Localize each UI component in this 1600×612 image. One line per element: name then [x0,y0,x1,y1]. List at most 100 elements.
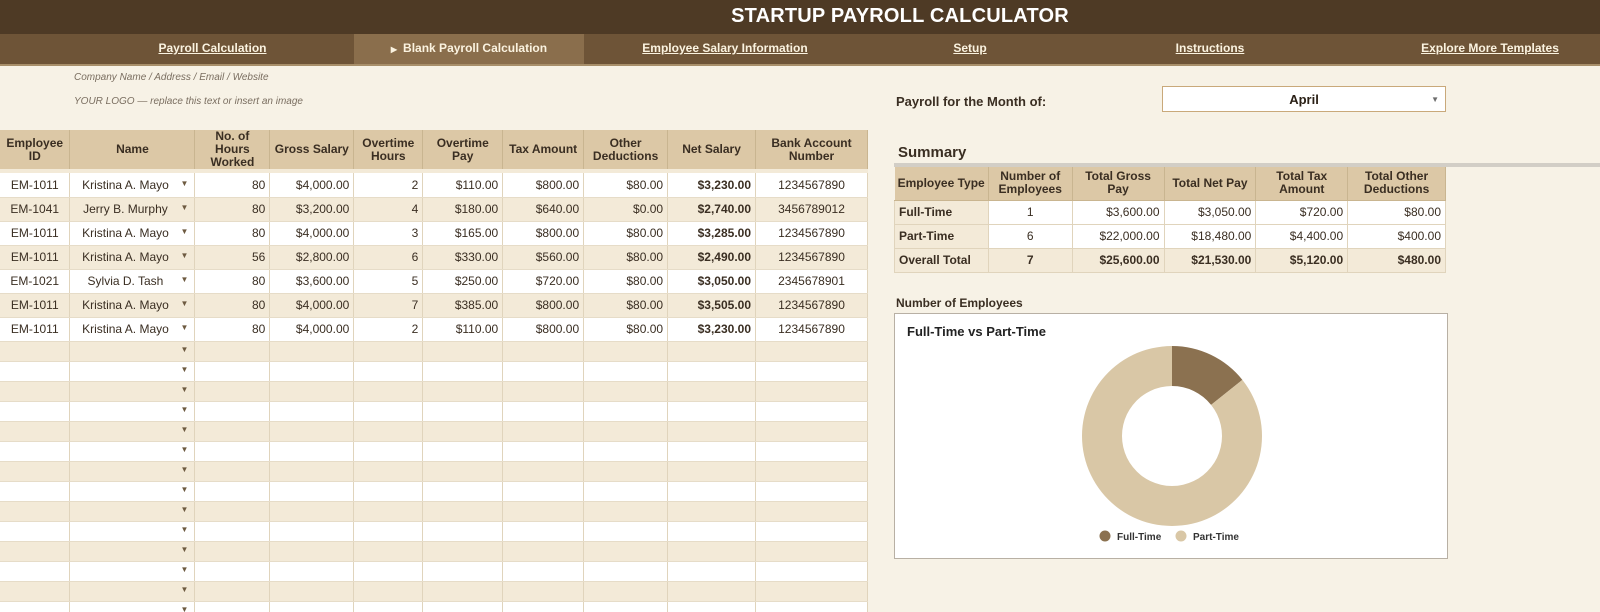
table-cell[interactable] [194,341,271,362]
table-cell[interactable] [353,581,424,602]
table-cell[interactable] [667,401,757,422]
table-cell[interactable]: 3 [353,221,424,246]
company-info[interactable]: Company Name / Address / Email / Website [74,72,269,83]
table-cell[interactable] [502,481,585,502]
donut-chart[interactable]: Full-Time vs Part-Time Full-Time Part-Tim… [894,313,1448,559]
table-cell[interactable] [422,361,504,382]
table-cell[interactable] [502,381,585,402]
table-cell[interactable] [755,361,868,382]
table-cell[interactable]: EM-1011 [0,173,71,198]
dropdown-arrow-icon[interactable]: ▼ [180,385,189,394]
table-cell[interactable] [583,361,669,382]
table-cell[interactable]: 2 [353,173,424,198]
table-cell[interactable] [667,581,757,602]
table-cell[interactable] [667,541,757,562]
summary-cell[interactable]: Part-Time [894,223,989,249]
table-cell[interactable] [583,461,669,482]
dropdown-arrow-icon[interactable]: ▼ [180,445,189,454]
dropdown-arrow-icon[interactable]: ▼ [180,585,189,594]
table-cell[interactable] [583,541,669,562]
table-cell[interactable]: Kristina A. Mayo ▼ [69,293,196,318]
table-cell[interactable] [0,581,71,602]
table-cell[interactable] [755,521,868,542]
summary-total-cell[interactable]: 7 [987,247,1073,273]
table-cell[interactable] [755,461,868,482]
table-cell[interactable]: $3,600.00 [269,269,355,294]
table-cell[interactable]: $3,050.00 [667,269,757,294]
table-cell[interactable]: $80.00 [583,293,669,318]
dropdown-arrow-icon[interactable]: ▼ [180,605,189,612]
table-cell[interactable] [353,561,424,582]
table-cell[interactable] [353,481,424,502]
table-cell[interactable]: $385.00 [422,293,504,318]
table-cell[interactable] [0,481,71,502]
table-cell[interactable]: ▼ [69,421,196,442]
table-cell[interactable] [755,541,868,562]
table-cell[interactable] [269,401,355,422]
table-cell[interactable] [667,461,757,482]
table-cell[interactable] [583,481,669,502]
table-cell[interactable]: 80 [194,197,271,222]
table-cell[interactable]: $800.00 [502,317,585,342]
table-cell[interactable]: $80.00 [583,173,669,198]
table-cell[interactable]: $3,230.00 [667,317,757,342]
table-cell[interactable] [269,381,355,402]
donut-slice-full-time[interactable] [1172,346,1243,405]
table-cell[interactable]: ▼ [69,481,196,502]
table-cell[interactable]: ▼ [69,501,196,522]
dropdown-arrow-icon[interactable]: ▼ [180,345,189,354]
table-cell[interactable] [755,581,868,602]
table-cell[interactable]: $3,200.00 [269,197,355,222]
table-cell[interactable]: $80.00 [583,269,669,294]
table-cell[interactable] [0,601,71,612]
table-cell[interactable] [194,361,271,382]
table-cell[interactable]: ▼ [69,361,196,382]
table-cell[interactable]: $3,230.00 [667,173,757,198]
table-cell[interactable]: EM-1011 [0,221,71,246]
dropdown-arrow-icon[interactable]: ▼ [180,545,189,554]
dropdown-arrow-icon[interactable]: ▼ [180,525,189,534]
table-cell[interactable] [502,561,585,582]
table-cell[interactable]: 3456789012 [755,197,868,222]
summary-cell[interactable]: $3,050.00 [1163,199,1257,225]
table-cell[interactable] [583,421,669,442]
table-cell[interactable] [269,501,355,522]
table-cell[interactable]: 6 [353,245,424,270]
summary-cell[interactable]: $720.00 [1255,199,1349,225]
tab-setup[interactable]: Setup [953,41,987,55]
table-cell[interactable] [0,381,71,402]
table-cell[interactable] [0,441,71,462]
table-cell[interactable] [353,601,424,612]
table-cell[interactable]: ▼ [69,341,196,362]
table-cell[interactable]: 4 [353,197,424,222]
table-cell[interactable] [755,401,868,422]
table-cell[interactable] [422,421,504,442]
table-cell[interactable] [755,341,868,362]
table-cell[interactable] [502,501,585,522]
table-cell[interactable]: $800.00 [502,221,585,246]
table-cell[interactable] [194,601,271,612]
table-cell[interactable]: ▼ [69,521,196,542]
table-cell[interactable]: $720.00 [502,269,585,294]
table-cell[interactable] [583,501,669,522]
table-cell[interactable] [502,401,585,422]
dropdown-arrow-icon[interactable]: ▼ [180,323,189,332]
dropdown-arrow-icon[interactable]: ▼ [180,251,189,260]
tab-instructions[interactable]: Instructions [1175,41,1245,55]
payroll-month-select[interactable]: April ▼ [1162,86,1446,112]
table-cell[interactable]: $2,800.00 [269,245,355,270]
table-cell[interactable]: Kristina A. Mayo ▼ [69,317,196,342]
table-cell[interactable]: $110.00 [422,173,504,198]
table-cell[interactable]: $560.00 [502,245,585,270]
table-cell[interactable] [422,561,504,582]
table-cell[interactable] [422,441,504,462]
tab-explore-more-templates[interactable]: Explore More Templates [1421,41,1559,55]
table-cell[interactable] [583,401,669,422]
table-cell[interactable] [194,581,271,602]
table-cell[interactable]: ▼ [69,541,196,562]
table-cell[interactable] [194,481,271,502]
table-cell[interactable]: $2,490.00 [667,245,757,270]
table-cell[interactable] [502,341,585,362]
summary-cell[interactable]: $3,600.00 [1071,199,1165,225]
dropdown-arrow-icon[interactable]: ▼ [180,565,189,574]
